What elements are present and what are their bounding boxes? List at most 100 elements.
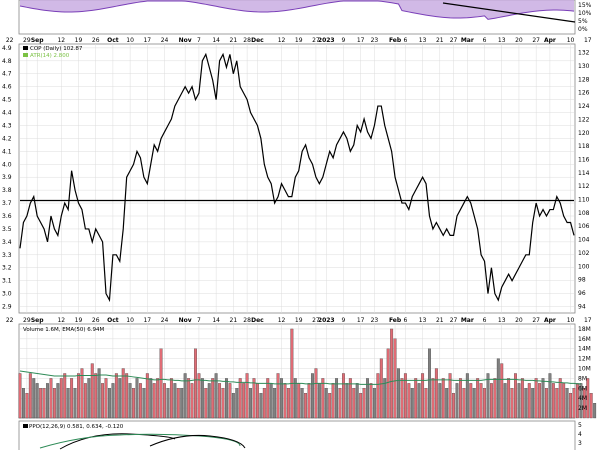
volume-bar: [262, 388, 266, 419]
volume-bar: [128, 383, 132, 419]
volume-bar: [290, 328, 294, 419]
date-label-top: 26: [92, 37, 100, 44]
volume-bar: [118, 378, 122, 419]
date-label-top: 9: [342, 37, 346, 44]
volume-bar: [407, 383, 411, 419]
volume-bar: [297, 383, 301, 419]
date-label-middle: 10: [126, 317, 134, 324]
price-right-tick-label: 108: [578, 210, 590, 217]
volume-bar: [534, 378, 538, 419]
date-label-top: 6: [403, 37, 407, 44]
volume-bar: [200, 378, 204, 419]
volume-bar: [228, 383, 232, 419]
volume-bar: [545, 388, 548, 419]
volume-bar: [496, 358, 500, 419]
date-label-middle: 12: [278, 317, 286, 324]
volume-bar: [145, 373, 149, 419]
volume-bar: [187, 378, 191, 419]
price-right-axis: 132 130 128 126 124 122 120 118 116 114 112 110 108 1…: [578, 50, 590, 311]
date-label-top: 10: [126, 37, 134, 44]
price-right-tick-label: 102: [578, 250, 590, 257]
volume-bar: [183, 373, 187, 419]
volume-bar: [80, 368, 84, 419]
date-label-middle: 27: [532, 317, 540, 324]
top-panel-line: [19, 0, 575, 20]
date-label-top: 17: [357, 37, 365, 44]
price-right-tick-label: 120: [578, 130, 590, 137]
price-grid: [20, 44, 574, 313]
ppo-panel: 5 4 3 PPO(12,26,9) 0.581, 0.634, -0.120: [18, 420, 582, 450]
date-label-middle: Feb: [389, 317, 402, 324]
date-label-top: 12: [278, 37, 286, 44]
top-panel-ticks: 15%10%5%0%: [578, 2, 592, 33]
volume-bar: [527, 383, 531, 419]
volume-bar: [114, 373, 118, 419]
price-right-tick-label: 132: [578, 50, 590, 57]
volume-bar: [366, 378, 369, 419]
price-left-tick-label: 3.6: [2, 213, 12, 220]
volume-bar: [379, 358, 383, 419]
price-left-tick-label: 4.3: [2, 122, 12, 129]
price-left-tick-label: 4.1: [2, 148, 12, 155]
date-label-top: 27: [532, 37, 540, 44]
price-left-tick-label: 4.5: [2, 97, 12, 104]
price-left-tick-label: 4.4: [2, 110, 12, 117]
top-panel-tick-label: 15%: [578, 2, 592, 9]
date-label-middle: 20: [515, 317, 523, 324]
date-label-middle: 26: [92, 317, 100, 324]
top-panel-area: [20, 0, 574, 20]
volume-legend: Volume 1.6M, EMA(50) 6.94M: [23, 327, 104, 333]
volume-tick-label: 18M: [578, 326, 591, 333]
ppo-legend-marker: [23, 424, 28, 428]
volume-bar: [77, 373, 80, 419]
volume-bar: [149, 378, 153, 419]
volume-bar: [386, 348, 390, 419]
volume-bar: [321, 378, 325, 419]
ppo-line: [59, 433, 176, 450]
volume-bar: [586, 378, 590, 419]
date-label-middle: 23: [371, 317, 379, 324]
price-right-tick-label: 98: [578, 277, 586, 284]
volume-bar: [176, 388, 180, 419]
volume-bar: [266, 378, 270, 419]
ppo-tick-label: 5: [578, 422, 582, 429]
volume-bar: [21, 388, 25, 419]
date-axis-middle: 22 29 Sep 12 19 26 Oct 10 17 24 Nov 7 14 21 28 Dec 12 19 2…: [6, 317, 592, 324]
date-label-top: Apr: [544, 37, 556, 44]
volume-bar: [548, 373, 552, 419]
volume-bar: [194, 348, 197, 419]
volume-bar: [249, 388, 252, 419]
volume-bar: [304, 393, 308, 419]
volume-bar: [18, 373, 22, 419]
volume-bar: [445, 388, 449, 419]
volume-bar: [59, 378, 63, 419]
date-label-top: 20: [515, 37, 523, 44]
date-label-middle: Sep: [31, 317, 44, 324]
ppo-line-2: [149, 435, 246, 449]
date-label-top: 23: [371, 37, 379, 44]
volume-bar: [538, 383, 542, 419]
volume-tick-label: 14M: [578, 346, 591, 353]
date-label-top: Feb: [389, 37, 402, 44]
volume-bar: [163, 383, 166, 419]
volume-bar: [424, 388, 428, 419]
volume-bar: [434, 368, 438, 419]
volume-bar: [510, 388, 514, 419]
volume-bar: [169, 378, 173, 419]
price-right-tick-label: 130: [578, 63, 590, 70]
date-label-top: 7: [197, 37, 201, 44]
date-label-middle: 29: [23, 317, 31, 324]
volume-bar: [428, 348, 431, 419]
volume-bar: [369, 383, 373, 419]
volume-bar: [245, 373, 249, 419]
ppo-axis: 5 4 3: [578, 422, 582, 447]
volume-tick-label: 2M: [578, 405, 587, 412]
date-label-middle: 14: [212, 317, 220, 324]
volume-bar: [489, 383, 493, 419]
volume-bar: [283, 383, 287, 419]
volume-tick-label: 8M: [578, 375, 587, 382]
volume-bar: [104, 378, 108, 419]
top-panel-tick-label: 10%: [578, 10, 592, 17]
top-panel-tick-label: 0%: [578, 26, 588, 33]
date-label-middle: Apr: [544, 317, 556, 324]
